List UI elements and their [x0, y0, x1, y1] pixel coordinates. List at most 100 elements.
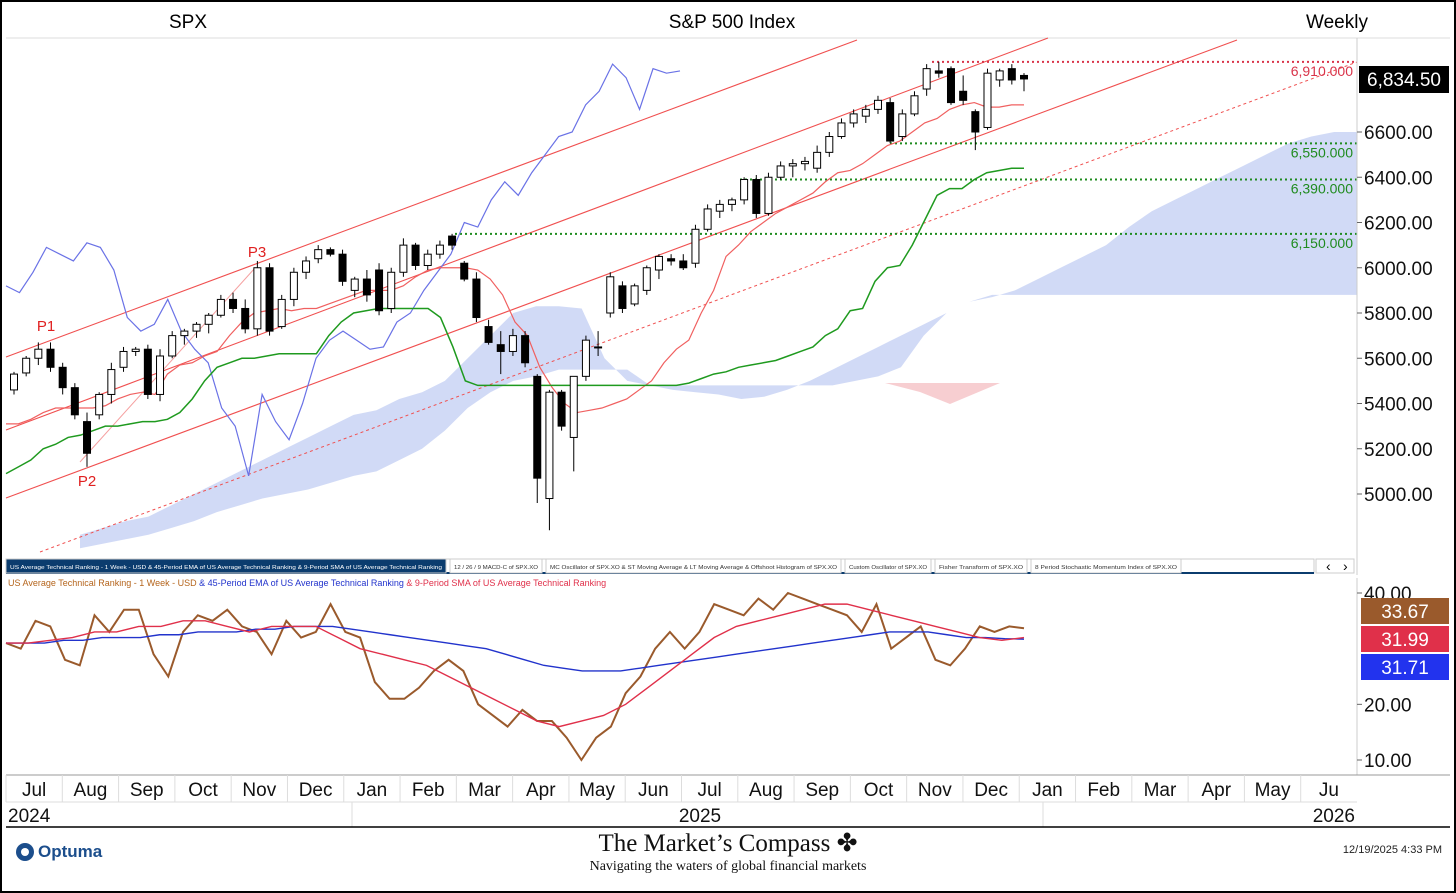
tab-label: US Average Technical Ranking - 1 Week - …	[10, 565, 442, 571]
indicator-overlays	[5, 63, 1024, 477]
candle-body	[715, 203, 724, 212]
candle	[387, 267, 396, 313]
candle-body	[302, 260, 311, 273]
month-label: Aug	[749, 780, 783, 801]
indicator-panel[interactable]	[5, 591, 1025, 762]
indicator-badge-value: 31.71	[1381, 658, 1429, 679]
pivot-trendline	[79, 267, 256, 463]
month-label: Apr	[526, 780, 556, 801]
candle-body	[423, 253, 432, 266]
channel-line-dotted	[39, 61, 1358, 553]
month-label: Feb	[412, 780, 445, 801]
candle	[119, 346, 128, 372]
candle-body	[1007, 68, 1016, 81]
candle	[727, 197, 736, 212]
header-interval: Weekly	[1306, 12, 1368, 33]
candle-body	[533, 375, 542, 479]
candle	[934, 61, 943, 78]
candle	[253, 260, 262, 336]
candle-body	[472, 278, 481, 319]
candle	[472, 272, 481, 323]
indicator-title-part: & 45-Period EMA of US Average Technical …	[197, 578, 404, 588]
tab-label: 8 Period Stochastic Momentum Index of SP…	[1035, 565, 1178, 571]
tab-background	[545, 558, 842, 574]
candle	[326, 247, 335, 257]
year-label-2024: 2024	[8, 806, 51, 827]
timestamp: 12/19/2025 4:33 PM	[1342, 844, 1442, 856]
candle	[143, 344, 152, 399]
indicator-tab-6[interactable]: 8 Period Stochastic Momentum Index of SP…	[1030, 558, 1182, 574]
month-label: Sep	[805, 780, 839, 801]
candle	[800, 156, 809, 171]
candle-body	[484, 326, 493, 343]
candle	[521, 331, 530, 368]
candle-body	[350, 278, 359, 291]
optuma-icon	[16, 843, 34, 861]
month-label: Oct	[188, 780, 218, 801]
price-tick-label: 6200.00	[1364, 214, 1433, 235]
month-label: Jan	[357, 780, 388, 801]
ichimoku-cloud	[80, 132, 1357, 549]
candle-body	[180, 330, 189, 337]
candle-body	[606, 276, 615, 314]
candle-body	[58, 366, 67, 389]
level-label-6390: 6,390.000	[1291, 181, 1353, 197]
candle	[216, 294, 225, 318]
candle	[813, 145, 822, 173]
candle	[156, 349, 165, 402]
candle-body	[508, 335, 517, 352]
tab-prev-button[interactable]: ‹	[1326, 558, 1331, 574]
candle-body	[752, 179, 761, 214]
indicator-tab-3[interactable]: MC Oscillator of SPX.XO & ST Moving Aver…	[545, 558, 842, 574]
candle-body	[131, 348, 140, 352]
indicator-tab-5[interactable]: Fisher Transform of SPX.XO	[934, 558, 1028, 574]
tab-background	[934, 558, 1028, 574]
tab-next-button[interactable]: ›	[1343, 558, 1348, 574]
candle	[715, 199, 724, 218]
brand-subtitle: Navigating the waters of global financia…	[589, 859, 867, 874]
indicator-tab-1[interactable]: US Average Technical Ranking - 1 Week - …	[5, 558, 447, 574]
candle	[204, 313, 213, 334]
candle-body	[143, 348, 152, 395]
year-label-2025: 2025	[679, 806, 721, 827]
candle	[22, 355, 31, 377]
indicator-tab-4[interactable]: Custom Oscillator of SPX.XO	[844, 558, 932, 574]
candle-body	[630, 285, 639, 305]
level-label-6550: 6,550.000	[1291, 144, 1353, 160]
indicator-tab-2[interactable]: 12 / 26 / 9 MACD-C of SPX.XO	[449, 558, 543, 574]
candle	[618, 281, 627, 313]
candle-body	[703, 208, 712, 230]
indicator-badge-bg	[1361, 598, 1449, 624]
candle-body	[192, 323, 201, 332]
indicator-title-part: & 9-Period SMA of US Average Technical R…	[404, 578, 606, 588]
candle	[581, 335, 590, 381]
candle-body	[241, 307, 250, 330]
candle-body	[946, 68, 955, 104]
candle	[496, 331, 505, 375]
candle	[277, 294, 286, 329]
level-label-6910: 6,910.000	[1291, 63, 1353, 79]
candle	[703, 204, 712, 232]
candle	[350, 276, 359, 298]
candle	[265, 263, 274, 336]
candle-body	[338, 253, 347, 282]
tenkan-line	[6, 101, 1024, 425]
candle-body	[460, 262, 469, 280]
candle	[983, 68, 992, 130]
candle	[229, 292, 238, 313]
candle	[946, 66, 955, 105]
month-label: Mar	[468, 780, 501, 801]
candle-body	[922, 68, 931, 90]
candle-body	[168, 335, 177, 357]
brand-title: The Market’s Compass ✤	[598, 830, 858, 857]
candle	[569, 375, 578, 472]
cloud-area-bearish	[885, 383, 1000, 404]
candle	[338, 249, 347, 286]
candle-body	[667, 258, 676, 262]
candle	[448, 233, 457, 250]
candle-body	[545, 391, 554, 500]
brand-block: The Market’s Compass ✤ Navigating the wa…	[6, 830, 1450, 876]
